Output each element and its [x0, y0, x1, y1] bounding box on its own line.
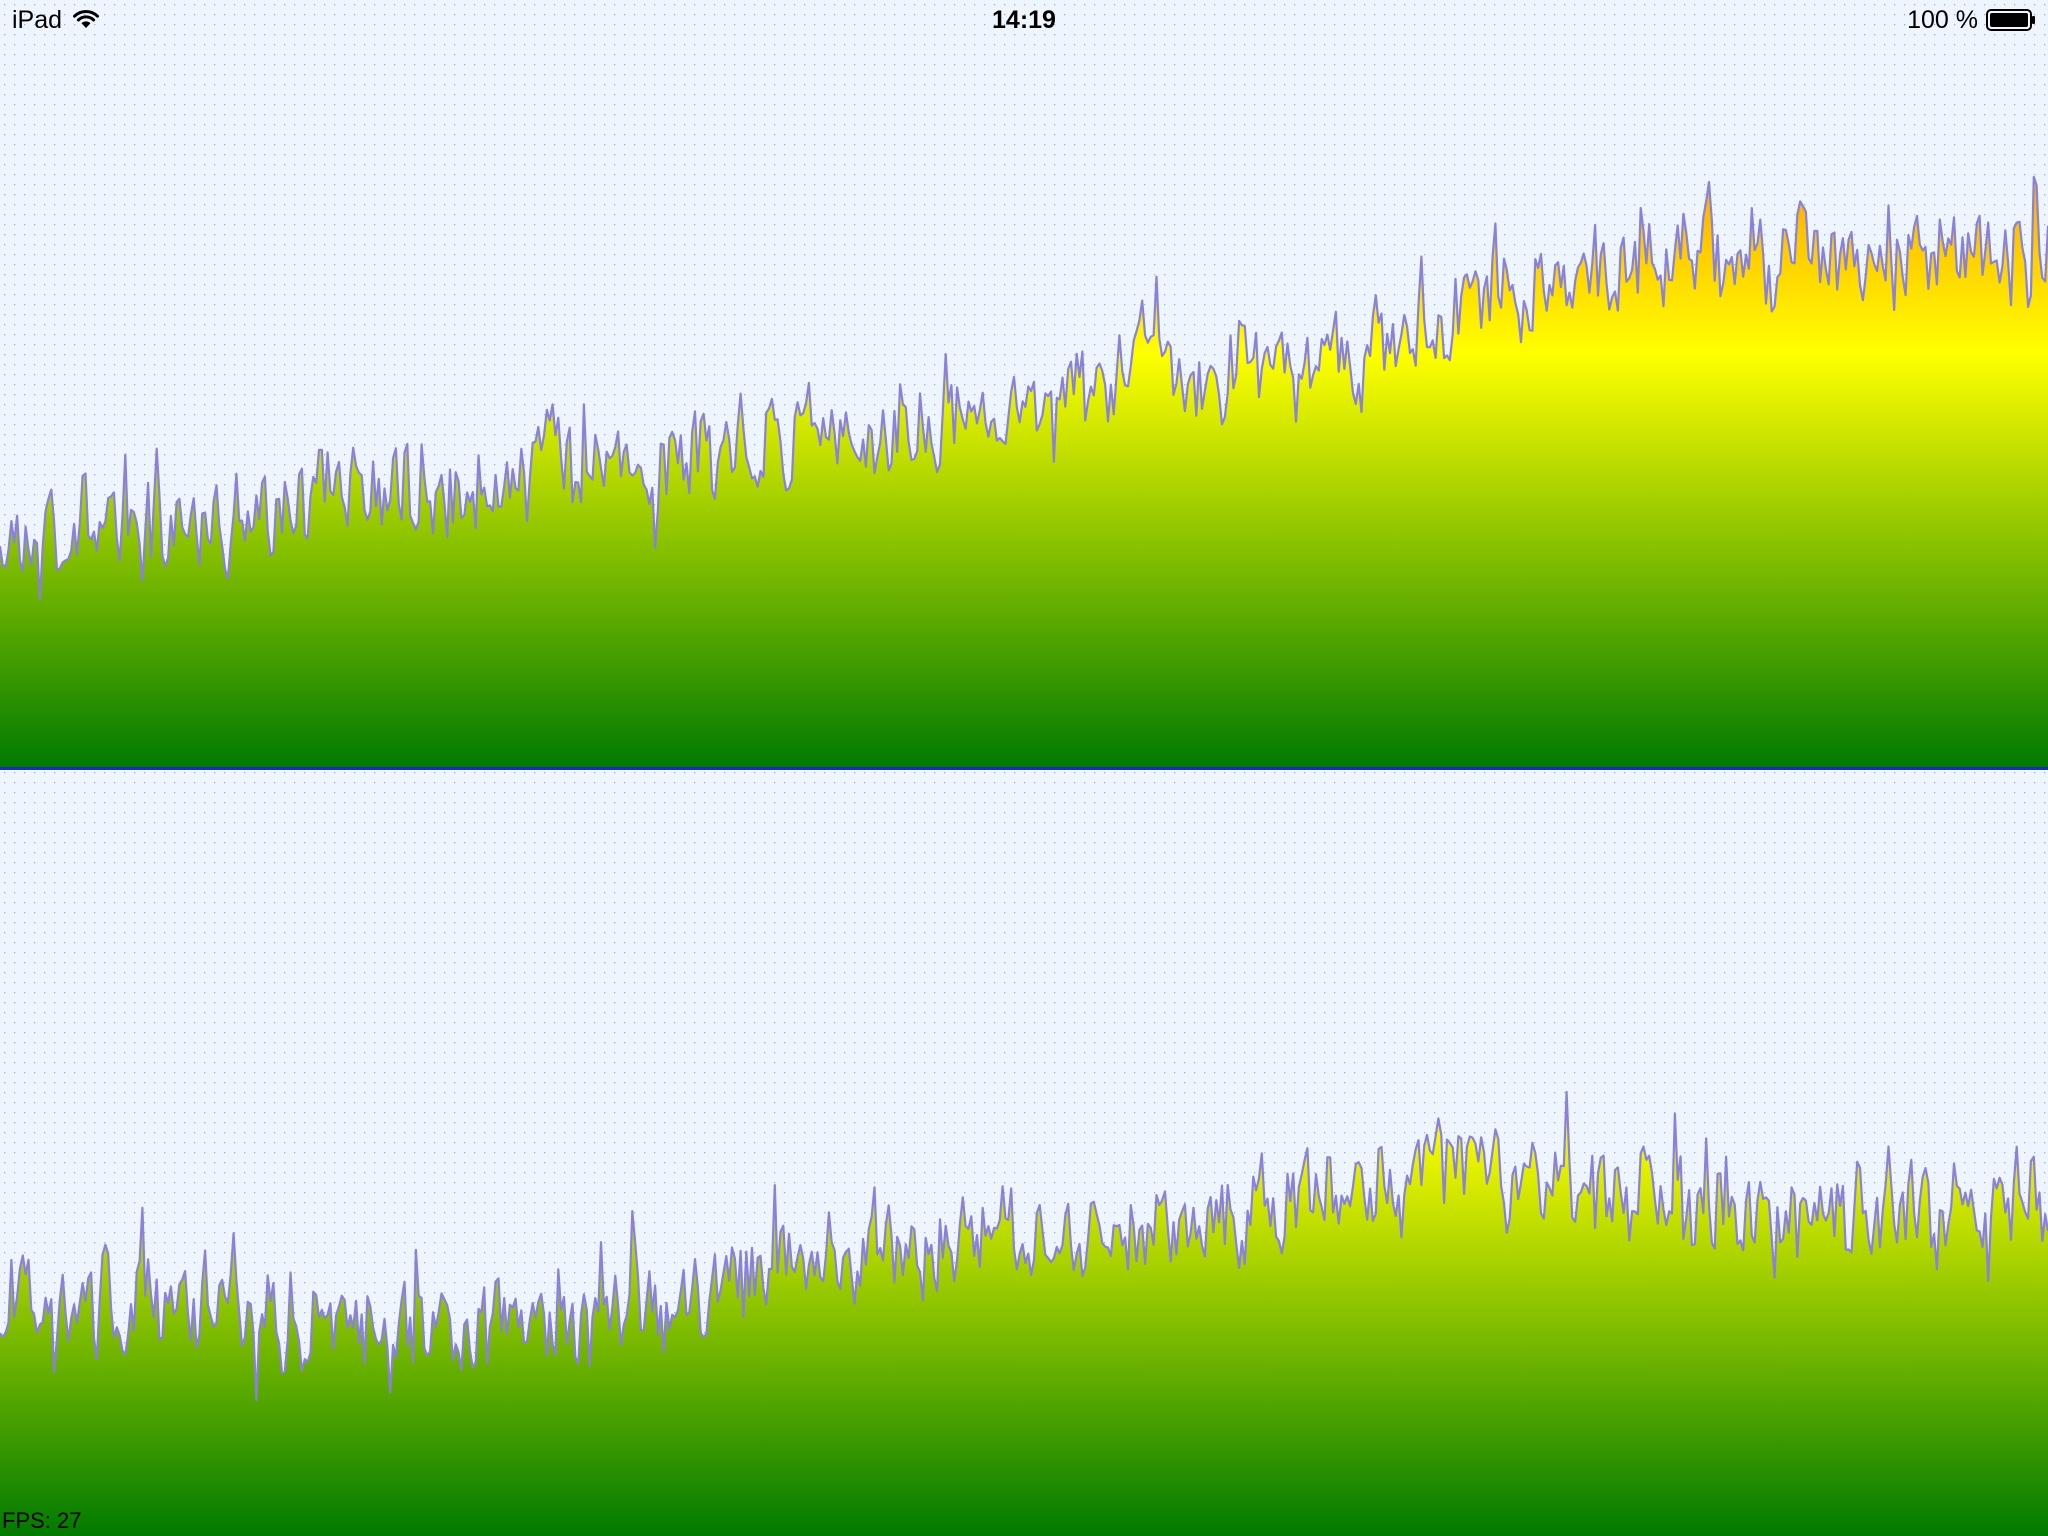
area-fill — [0, 177, 2048, 768]
device-name: iPad — [12, 6, 63, 34]
wifi-icon — [73, 9, 99, 28]
series-line — [0, 175, 2048, 601]
series-line — [0, 1090, 2048, 1401]
battery-icon — [1986, 9, 2035, 31]
clock: 14:19 — [992, 6, 1056, 34]
area-chart-top — [0, 0, 2048, 768]
audio-chart-top — [0, 0, 2048, 768]
audio-chart-bottom — [0, 768, 2048, 1536]
fps-label: FPS: 27 — [2, 1508, 82, 1533]
status-bar: iPad 14:19 100 % — [0, 0, 2048, 40]
panel-divider — [0, 767, 2048, 770]
area-fill — [0, 1092, 2048, 1536]
area-chart-bottom — [0, 768, 2048, 1536]
battery-percent: 100 % — [1907, 6, 1978, 34]
